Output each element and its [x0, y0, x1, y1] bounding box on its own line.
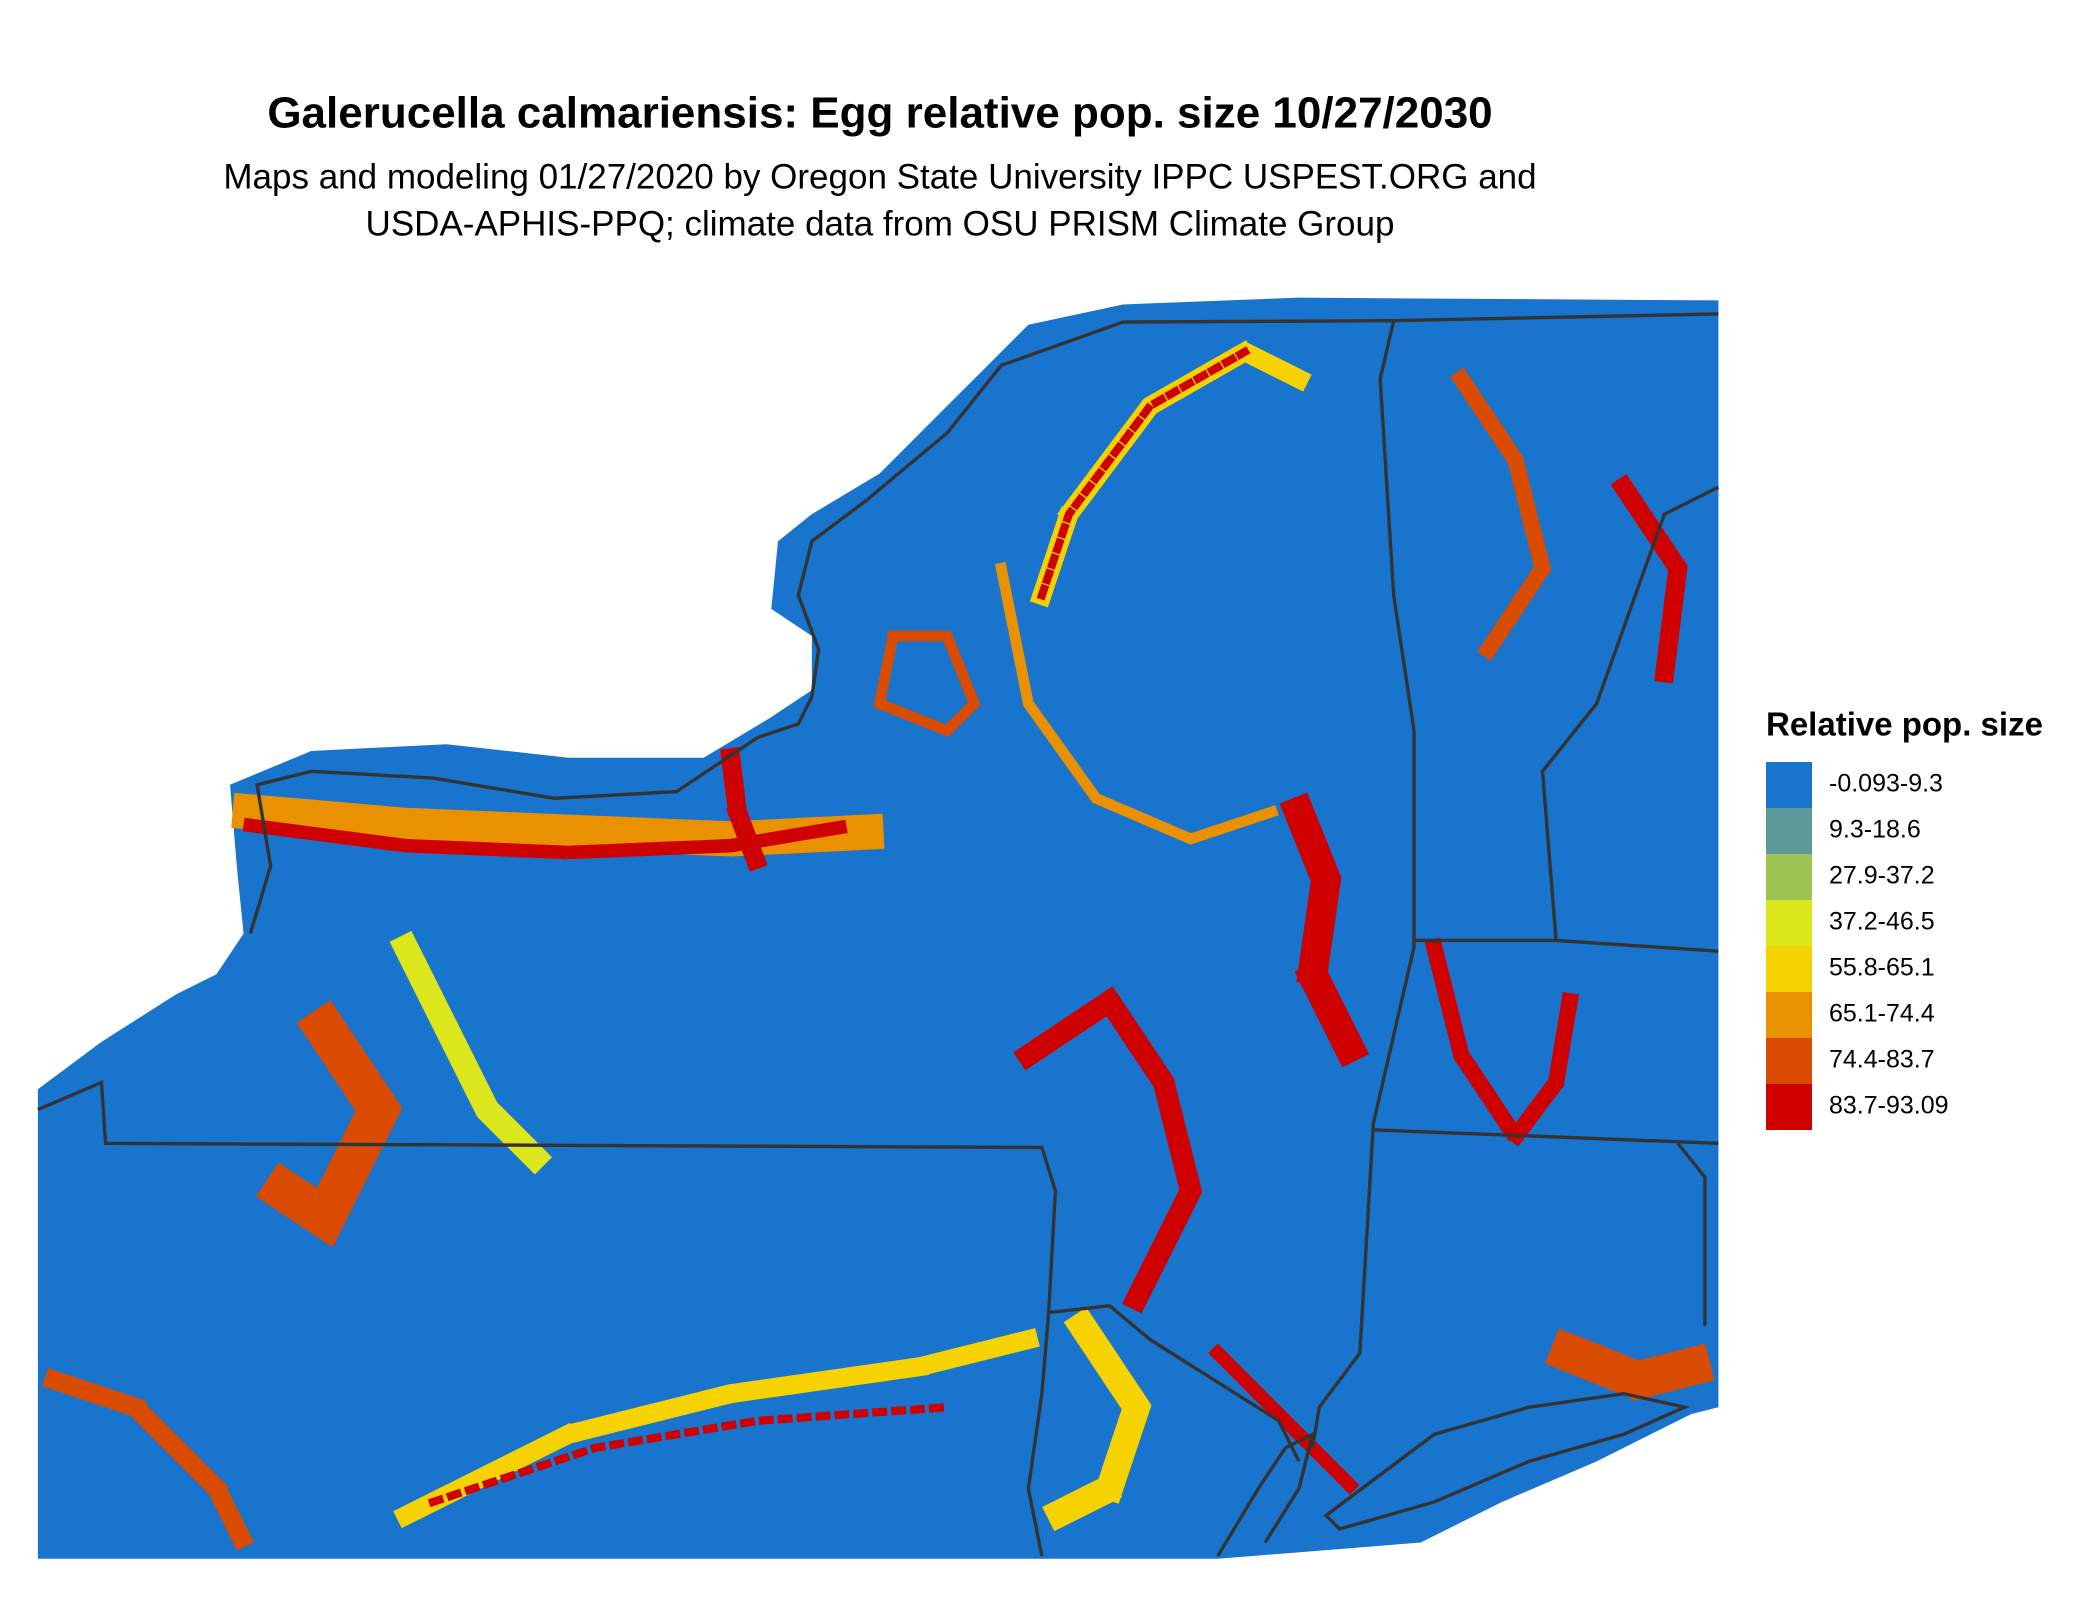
legend-label: 74.4-83.7 — [1829, 1046, 1935, 1074]
legend-label: 37.2-46.5 — [1829, 908, 1935, 936]
legend: -0.093-9.3 9.3-18.6 27.9-37.2 37.2-46.5 55.8… — [1766, 762, 1949, 1130]
borders — [37, 312, 1720, 1557]
map — [37, 297, 1720, 1559]
legend-swatch — [1766, 762, 1812, 808]
subtitle-line: USDA-APHIS-PPQ; climate data from OSU PR… — [366, 204, 1395, 243]
legend-swatch — [1766, 808, 1812, 854]
subtitle-line: Maps and modeling 01/27/2020 by Oregon S… — [223, 157, 1536, 196]
legend-label: -0.093-9.3 — [1829, 770, 1943, 798]
legend-swatch — [1766, 854, 1812, 900]
land — [37, 297, 1719, 1559]
legend-label: 27.9-37.2 — [1829, 862, 1935, 890]
legend-label: 65.1-74.4 — [1829, 1000, 1935, 1028]
legend-title: Relative pop. size — [1766, 706, 2043, 743]
title: Galerucella calmariensis: Egg relative p… — [267, 89, 1492, 138]
legend-label: 9.3-18.6 — [1829, 816, 1921, 844]
legend-swatch — [1766, 1084, 1812, 1130]
legend-swatch — [1766, 992, 1812, 1038]
legend-label: 55.8-65.1 — [1829, 954, 1935, 982]
legend-swatch — [1766, 900, 1812, 946]
legend-swatch — [1766, 1038, 1812, 1084]
legend-label: 83.7-93.09 — [1829, 1092, 1949, 1120]
legend-swatch — [1766, 946, 1812, 992]
